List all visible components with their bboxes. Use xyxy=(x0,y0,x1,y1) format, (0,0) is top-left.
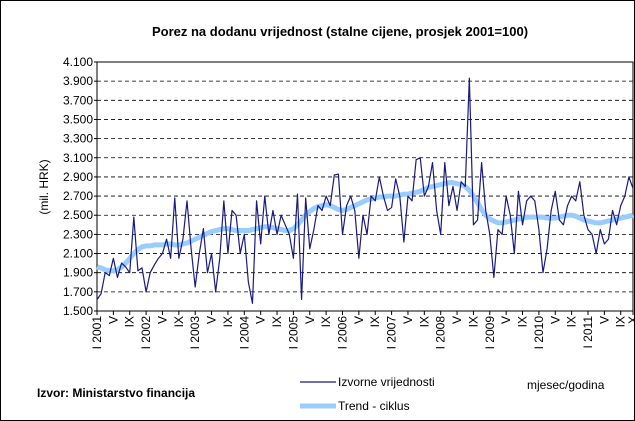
x-axis-label: mjesec/godina xyxy=(527,378,605,392)
x-tick-label: V xyxy=(352,316,366,324)
y-tick-label: 4.100 xyxy=(63,55,93,69)
x-tick-label: V xyxy=(597,316,611,324)
x-tick-label: I 2004 xyxy=(237,316,251,350)
x-tick-label: V xyxy=(401,316,415,324)
x-tick-label: V xyxy=(548,316,562,324)
series-line xyxy=(96,77,634,304)
y-tick-label: 2.500 xyxy=(63,208,93,222)
x-tick-label: V xyxy=(499,316,513,324)
x-tick-label: V xyxy=(303,316,317,324)
y-axis-label: (mil. HRK) xyxy=(37,159,51,214)
x-tick-label: IX xyxy=(270,316,284,327)
y-tick-label: 1.900 xyxy=(63,266,93,280)
x-tick-label: IX xyxy=(516,316,530,327)
x-tick-label: V xyxy=(254,316,268,324)
legend-label: Trend - ciklus xyxy=(338,399,410,413)
y-tick-label: 3.500 xyxy=(63,112,93,126)
x-tick-label: I 2003 xyxy=(188,316,202,350)
x-tick-label: IX xyxy=(221,316,235,327)
x-tick-label: V xyxy=(106,316,120,324)
series-line xyxy=(96,180,634,274)
chart-title: Porez na dodanu vrijednost (stalne cijen… xyxy=(152,24,528,39)
x-tick-label: IX xyxy=(466,316,480,327)
y-tick-label: 2.100 xyxy=(63,247,93,261)
legend-label: Izvorne vrijednosti xyxy=(338,375,435,389)
x-tick-label: I 2007 xyxy=(385,316,399,350)
y-tick-label: 2.700 xyxy=(63,189,93,203)
x-tick-label: I 2011 xyxy=(581,316,595,349)
x-tick-label: IX xyxy=(614,316,628,327)
x-tick-label: IX xyxy=(123,316,137,327)
y-tick-label: 3.900 xyxy=(63,74,93,88)
plot-area xyxy=(96,61,634,312)
x-tick-label: I 2005 xyxy=(286,316,300,350)
x-tick-label: V xyxy=(450,316,464,324)
source-note: Izvor: Ministarstvo financija xyxy=(37,386,195,400)
y-tick-label: 2.300 xyxy=(63,227,93,241)
y-tick-label: 3.300 xyxy=(63,132,93,146)
y-tick-label: 1.700 xyxy=(63,285,93,299)
x-tick-label: I 2002 xyxy=(139,316,153,350)
x-tick-label: I 2008 xyxy=(434,316,448,350)
y-tick-label: 1.500 xyxy=(63,304,93,318)
x-tick-label: IX xyxy=(368,316,382,327)
x-tick-label: X xyxy=(626,316,635,324)
y-tick-label: 2.900 xyxy=(63,170,93,184)
y-tick-label: 3.100 xyxy=(63,151,93,165)
x-tick-label: I 2009 xyxy=(483,316,497,350)
x-tick-label: IX xyxy=(417,316,431,327)
x-tick-label: V xyxy=(205,316,219,324)
x-tick-label: IX xyxy=(319,316,333,327)
x-tick-label: I 2001 xyxy=(90,316,104,350)
y-tick-label: 3.700 xyxy=(63,93,93,107)
x-tick-label: IX xyxy=(565,316,579,327)
x-tick-label: IX xyxy=(172,316,186,327)
x-tick-label: V xyxy=(155,316,169,324)
x-tick-label: I 2006 xyxy=(335,316,349,350)
x-tick-label: I 2010 xyxy=(532,316,546,350)
